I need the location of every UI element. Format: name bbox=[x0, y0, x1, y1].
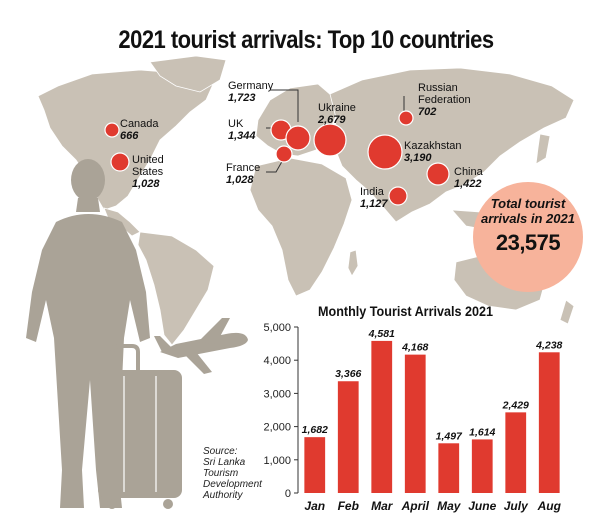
x-category-label: Feb bbox=[338, 499, 359, 513]
russian-federation-bubble bbox=[398, 110, 414, 126]
france-bubble bbox=[275, 145, 293, 163]
bar-value-label: 4,581 bbox=[368, 328, 395, 340]
country-value: 666 bbox=[120, 130, 139, 142]
country-value: 1,422 bbox=[454, 178, 482, 190]
source-line: Sri Lanka bbox=[203, 457, 246, 468]
x-category-label: Jan bbox=[304, 499, 325, 513]
country-name: UK bbox=[228, 118, 244, 130]
total-label: Total tourist arrivals in 2021 bbox=[481, 196, 575, 226]
country-value: 1,127 bbox=[360, 198, 388, 210]
country-label-russian-federation: Russian Federation 702 bbox=[418, 82, 478, 118]
bar bbox=[471, 439, 493, 493]
germany-bubble bbox=[285, 125, 311, 151]
country-value: 702 bbox=[418, 106, 437, 118]
madagascar-landmass bbox=[347, 249, 359, 277]
country-label-china: China 1,422 bbox=[454, 166, 483, 190]
country-label-canada: Canada 666 bbox=[120, 118, 159, 142]
bar bbox=[505, 412, 527, 493]
y-tick-label: 0 bbox=[285, 488, 291, 500]
country-value: 3,190 bbox=[404, 152, 432, 164]
country-value: 1,723 bbox=[228, 92, 256, 104]
country-value: 1,344 bbox=[228, 130, 256, 142]
canada-bubble bbox=[104, 122, 120, 138]
main-title: 2021 tourist arrivals: Top 10 countries bbox=[118, 26, 494, 54]
total-value: 23,575 bbox=[495, 230, 561, 255]
country-label-kazakhstan: Kazakhstan 3,190 bbox=[404, 140, 461, 164]
country-value: 1,028 bbox=[132, 178, 160, 190]
greenland-landmass bbox=[149, 55, 227, 93]
bar-value-label: 1,497 bbox=[436, 430, 463, 442]
japan-landmass bbox=[535, 133, 551, 165]
germany-leader-line bbox=[270, 89, 299, 122]
x-category-label: May bbox=[437, 499, 462, 513]
country-label-germany: Germany 1,723 bbox=[228, 80, 273, 104]
country-name: United States bbox=[132, 154, 164, 178]
bar-value-label: 3,366 bbox=[335, 368, 361, 380]
country-name: India bbox=[360, 186, 384, 198]
x-category-label: June bbox=[468, 499, 496, 513]
airplane-icon bbox=[154, 318, 248, 374]
country-name: Canada bbox=[120, 118, 159, 130]
india-bubble bbox=[388, 186, 408, 206]
bar-value-label: 4,168 bbox=[401, 342, 428, 354]
x-category-label: April bbox=[401, 499, 430, 513]
country-value: 2,679 bbox=[318, 114, 346, 126]
y-tick-label: 1,000 bbox=[263, 455, 291, 467]
country-name: Germany bbox=[228, 80, 274, 92]
source-line: Development bbox=[203, 479, 262, 490]
united-states-bubble bbox=[110, 152, 130, 172]
chart-axis: 0 1,000 2,000 3,000 4,000 5,000 bbox=[263, 322, 299, 500]
new-zealand-landmass bbox=[559, 299, 575, 325]
country-label-uk: UK 1,344 bbox=[228, 118, 256, 142]
source-line: Authority bbox=[203, 490, 243, 501]
country-name: Ukraine bbox=[318, 102, 356, 114]
total-arrivals-badge: Total tourist arrivals in 2021 23,575 bbox=[473, 182, 583, 292]
bar-value-label: 2,429 bbox=[502, 399, 529, 411]
bar bbox=[438, 443, 460, 493]
china-bubble bbox=[426, 162, 450, 186]
bar-value-label: 1,614 bbox=[469, 426, 495, 438]
country-name: China bbox=[454, 166, 483, 178]
country-name: France bbox=[226, 162, 261, 174]
bar bbox=[538, 352, 560, 493]
africa-landmass bbox=[249, 157, 353, 297]
france-leader-line bbox=[266, 157, 285, 173]
south-america-landmass bbox=[137, 231, 215, 346]
country-value: 1,028 bbox=[226, 174, 254, 186]
chart-title: Monthly Tourist Arrivals 2021 bbox=[318, 303, 494, 319]
bar-value-label: 4,238 bbox=[535, 339, 562, 351]
source-line: Tourism bbox=[203, 468, 239, 479]
country-label-india: India 1,127 bbox=[360, 186, 388, 210]
chart-bars: 1,682 Jan 3,366 Feb 4,581 Mar 4,168 April 1,497 M… bbox=[302, 328, 563, 513]
bar bbox=[371, 340, 393, 493]
y-tick-label: 5,000 bbox=[263, 322, 291, 334]
country-name: Kazakhstan bbox=[404, 140, 462, 152]
bar bbox=[337, 381, 359, 493]
kazakhstan-bubble bbox=[367, 134, 403, 170]
y-tick-label: 3,000 bbox=[263, 388, 291, 400]
x-category-label: Aug bbox=[537, 499, 562, 513]
ukraine-bubble bbox=[313, 123, 347, 157]
country-label-ukraine: Ukraine 2,679 bbox=[318, 102, 356, 126]
country-label-united-states: United States 1,028 bbox=[132, 154, 192, 190]
source-line: Source: bbox=[203, 446, 238, 457]
asia-landmass bbox=[329, 67, 575, 223]
y-tick-label: 4,000 bbox=[263, 355, 291, 367]
y-tick-label: 2,000 bbox=[263, 422, 291, 434]
bar bbox=[304, 437, 326, 493]
x-category-label: Mar bbox=[371, 499, 394, 513]
source-note: Source: Sri Lanka Tourism Development Au… bbox=[203, 446, 262, 501]
bar-value-label: 1,682 bbox=[302, 424, 328, 436]
x-category-label: July bbox=[504, 499, 529, 513]
country-label-france: France 1,028 bbox=[226, 162, 260, 186]
country-name: Russian Federation bbox=[418, 82, 471, 106]
bar bbox=[404, 354, 426, 493]
suitcase bbox=[98, 344, 182, 509]
